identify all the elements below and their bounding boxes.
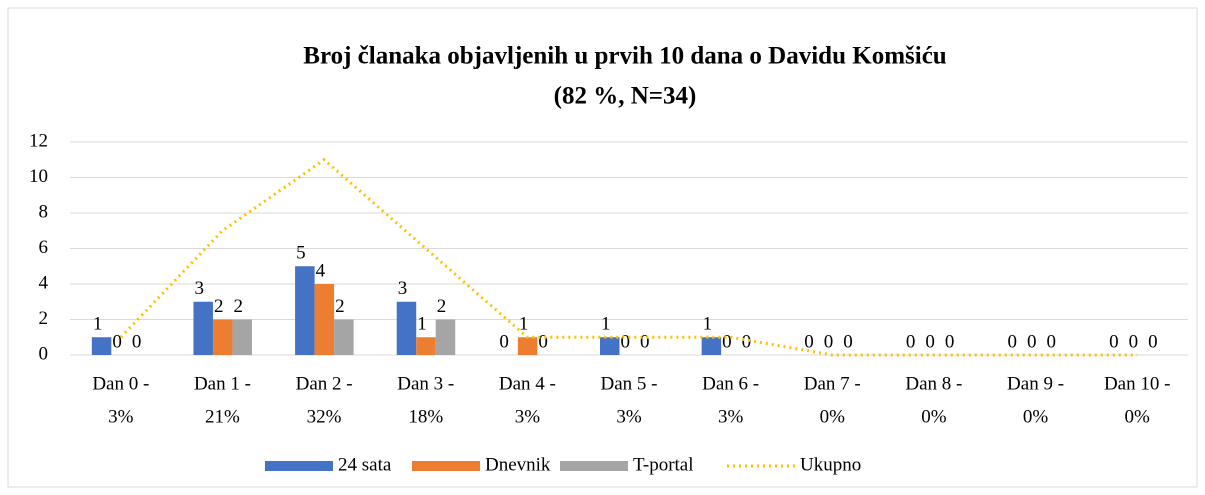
bar: [212, 319, 233, 355]
bar: [396, 301, 417, 355]
data-label: 0: [742, 331, 752, 352]
data-label: 0: [499, 331, 509, 352]
data-label: 0: [621, 331, 631, 352]
data-label: 0: [945, 331, 955, 352]
data-label: 0: [804, 331, 814, 352]
data-label: 0: [1047, 331, 1057, 352]
data-label: 0: [640, 331, 650, 352]
chart-title: Broj članaka objavljenih u prvih 10 dana…: [303, 43, 947, 70]
data-label: 0: [1027, 331, 1037, 352]
data-label: 0: [132, 331, 142, 352]
x-tick-label: 0%: [820, 406, 846, 427]
data-label: 2: [437, 296, 447, 317]
legend-swatch: [265, 461, 333, 471]
data-label: 0: [112, 331, 122, 352]
legend-label: Dnevnik: [485, 454, 551, 475]
bar: [600, 337, 620, 355]
legend-label: 24 sata: [338, 454, 392, 475]
data-label: 1: [417, 314, 427, 335]
data-label: 1: [519, 314, 529, 335]
data-label: 5: [296, 243, 306, 264]
x-tick-label: 0%: [1125, 406, 1151, 427]
data-label: 0: [843, 331, 853, 352]
x-tick-label: Dan 7 -: [804, 373, 861, 394]
data-label: 0: [538, 331, 548, 352]
x-tick-label: Dan 6 -: [702, 373, 759, 394]
x-tick-label: Dan 5 -: [601, 373, 658, 394]
data-label: 2: [214, 296, 224, 317]
x-tick-label: Dan 0 -: [92, 373, 149, 394]
chart-border: [7, 7, 1198, 488]
y-tick-label: 0: [39, 343, 49, 364]
legend-swatch: [560, 461, 628, 471]
data-label: 1: [601, 314, 611, 335]
y-tick-label: 6: [39, 237, 49, 258]
x-tick-label: 21%: [205, 406, 240, 427]
x-tick-label: Dan 10 -: [1104, 373, 1170, 394]
data-label: 1: [703, 314, 713, 335]
bar: [701, 337, 722, 355]
chart-title: (82 %, N=34): [554, 83, 697, 110]
x-tick-label: 3%: [718, 406, 744, 427]
data-label: 3: [398, 278, 408, 299]
y-tick-label: 2: [39, 308, 49, 329]
x-tick-label: Dan 8 -: [905, 373, 962, 394]
legend-swatch: [412, 461, 480, 471]
bar: [91, 337, 112, 355]
x-tick-label: 0%: [1023, 406, 1049, 427]
data-label: 0: [925, 331, 935, 352]
y-tick-label: 10: [29, 166, 48, 187]
data-label: 0: [906, 331, 916, 352]
x-tick-label: Dan 9 -: [1007, 373, 1064, 394]
legend-label: T-portal: [633, 454, 694, 475]
data-label: 2: [233, 296, 243, 317]
data-label: 0: [1008, 331, 1018, 352]
bar: [232, 319, 252, 355]
data-label: 0: [1148, 331, 1158, 352]
bar: [314, 284, 335, 355]
data-label: 0: [722, 331, 732, 352]
legend-label: Ukupno: [800, 454, 861, 475]
data-label: 1: [93, 314, 103, 335]
x-tick-label: Dan 3 -: [397, 373, 454, 394]
x-tick-label: Dan 2 -: [296, 373, 353, 394]
x-tick-label: 3%: [108, 406, 134, 427]
x-tick-label: Dan 1 -: [194, 373, 251, 394]
data-label: 4: [316, 260, 326, 281]
x-tick-label: 18%: [408, 406, 443, 427]
y-tick-label: 4: [39, 272, 49, 293]
bar: [416, 337, 436, 355]
x-tick-label: 3%: [515, 406, 541, 427]
data-label: 0: [824, 331, 834, 352]
bar: [193, 301, 213, 355]
data-label: 0: [1109, 331, 1119, 352]
x-tick-label: 3%: [616, 406, 642, 427]
y-tick-label: 12: [29, 130, 48, 151]
data-label: 3: [194, 278, 204, 299]
data-label: 0: [1129, 331, 1139, 352]
x-tick-label: 0%: [921, 406, 947, 427]
y-tick-label: 8: [39, 201, 49, 222]
bar: [334, 319, 354, 355]
data-label: 2: [335, 296, 345, 317]
line: [119, 157, 1138, 357]
x-tick-label: 32%: [307, 406, 342, 427]
bar: [517, 337, 538, 355]
bar: [435, 319, 456, 355]
bar: [295, 266, 315, 355]
x-tick-label: Dan 4 -: [499, 373, 556, 394]
